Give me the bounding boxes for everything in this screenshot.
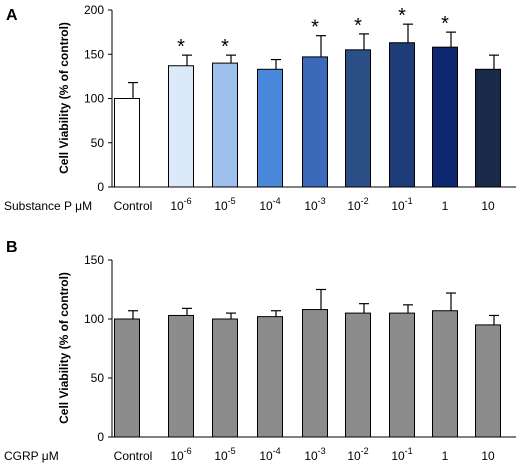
x-category-label: 10-1 — [391, 196, 412, 213]
x-category-label: 10-5 — [214, 196, 235, 213]
y-tick-label: 0 — [97, 430, 104, 444]
bar — [257, 68, 283, 188]
bar — [302, 56, 328, 188]
bar — [475, 324, 501, 438]
y-tick-label: 100 — [84, 92, 104, 106]
y-tick-label: 200 — [84, 3, 104, 17]
bar — [389, 42, 415, 188]
chart-panel-a: A 0 50 100 150 200 Cell Viability (% of contro… — [4, 3, 516, 213]
significance-marker: * — [441, 13, 449, 35]
x-category-label: 10-3 — [304, 196, 325, 213]
bar — [302, 309, 328, 438]
y-tick-label: 0 — [97, 180, 104, 194]
treatment-label: CGRP μM — [4, 449, 59, 463]
y-tick-label: 100 — [84, 312, 104, 326]
panel-letter: A — [6, 7, 18, 24]
treatment-label: Substance P μM — [4, 199, 92, 213]
x-category-label: 1 — [442, 449, 449, 463]
x-category-label: 10-6 — [170, 196, 191, 213]
y-axis-label: Cell Viability (% of control) — [57, 272, 71, 424]
x-category-label: 1 — [442, 199, 449, 213]
x-category-label: 10-4 — [259, 196, 280, 213]
y-tick-label: 150 — [84, 47, 104, 61]
x-category-label: 10 — [481, 449, 495, 463]
y-axis-label: Cell Viability (% of control) — [57, 22, 71, 174]
bar — [345, 312, 371, 438]
x-category-label: 10-2 — [347, 446, 368, 463]
bar — [114, 318, 140, 438]
bar — [475, 68, 501, 188]
bar — [345, 49, 371, 188]
bar — [114, 98, 140, 188]
significance-marker: * — [177, 36, 185, 58]
y-tick-label: 50 — [91, 136, 105, 150]
bar — [432, 310, 458, 438]
bar — [432, 46, 458, 188]
significance-marker: * — [354, 15, 362, 37]
x-category-label: 10 — [481, 199, 495, 213]
chart-panel-b: B 0 50 100 150 Cell Viability (% of control) C… — [4, 239, 516, 463]
x-category-label: 10-1 — [391, 446, 412, 463]
significance-marker: * — [398, 5, 406, 27]
x-category-label: 10-3 — [304, 446, 325, 463]
significance-marker: * — [221, 36, 229, 58]
bar — [168, 314, 194, 438]
bar — [257, 316, 283, 438]
panel-letter: B — [6, 239, 18, 256]
x-category-label: Control — [114, 449, 153, 463]
y-tick-label: 50 — [91, 371, 105, 385]
x-category-label: 10-6 — [170, 446, 191, 463]
x-category-label: Control — [114, 199, 153, 213]
x-category-label: 10-5 — [214, 446, 235, 463]
y-tick-label: 150 — [84, 253, 104, 267]
bar — [212, 62, 238, 188]
x-category-label: 10-4 — [259, 446, 280, 463]
x-category-label: 10-2 — [347, 196, 368, 213]
bar — [168, 65, 194, 188]
bar — [389, 312, 415, 438]
bar — [212, 318, 238, 438]
significance-marker: * — [311, 17, 319, 39]
